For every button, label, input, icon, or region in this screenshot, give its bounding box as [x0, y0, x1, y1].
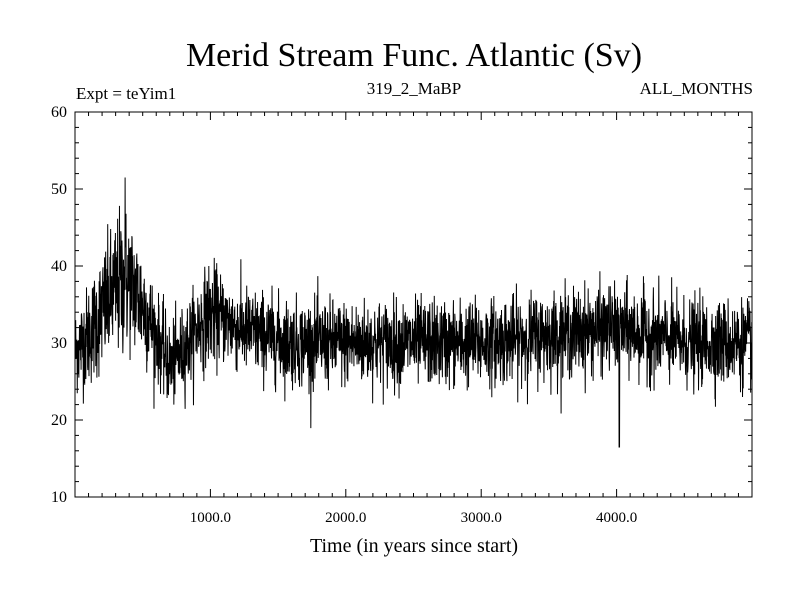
y-tick-label: 40 [51, 258, 67, 275]
y-tick-label: 20 [51, 412, 67, 429]
plot-frame [74, 111, 753, 498]
y-tick-label: 60 [51, 104, 67, 121]
x-tick-label: 3000.0 [461, 510, 502, 526]
y-tick-label: 30 [51, 335, 67, 352]
subtitle-right: ALL_MONTHS [640, 79, 753, 98]
subtitle-center: 319_2_MaBP [367, 79, 461, 98]
y-tick-label: 50 [51, 181, 67, 198]
x-tick-label: 4000.0 [596, 510, 637, 526]
y-tick-label: 10 [51, 489, 67, 506]
y-axis: 10 20 30 40 50 60 [51, 104, 752, 506]
series-line [74, 177, 753, 448]
x-tick-label: 1000.0 [190, 510, 231, 526]
x-axis-label: Time (in years since start) [310, 535, 518, 557]
chart-title: Merid Stream Func. Atlantic (Sv) [186, 37, 642, 74]
x-axis: 1000.0 2000.0 3000.0 4000.0 [88, 112, 739, 526]
x-tick-label: 2000.0 [325, 510, 366, 526]
subtitle-left: Expt = teYim1 [76, 84, 176, 103]
